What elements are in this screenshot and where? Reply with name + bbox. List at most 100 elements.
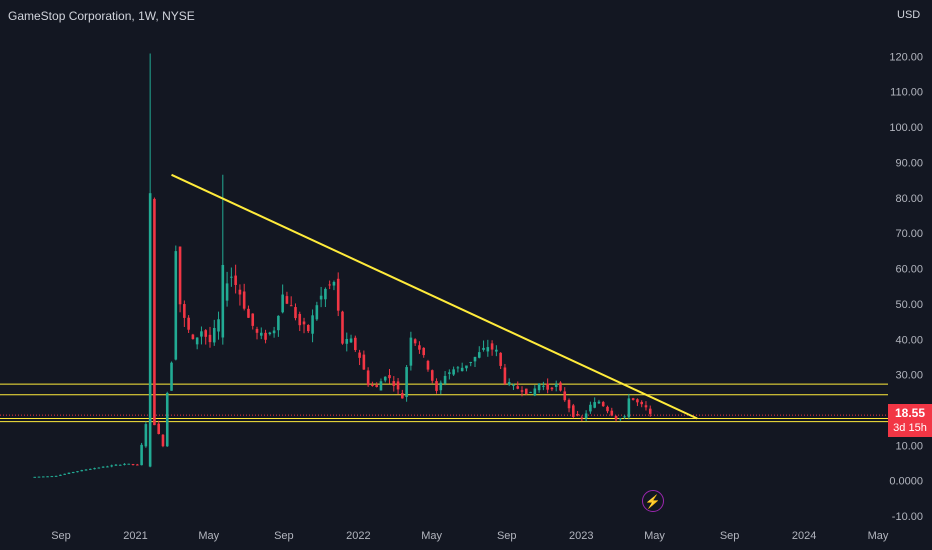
candle-body: [170, 362, 173, 391]
candle-body: [580, 417, 584, 419]
y-tick-label: -10.00: [892, 511, 923, 523]
candle-body: [200, 331, 203, 337]
candle-body: [383, 376, 387, 381]
candle-body: [328, 284, 331, 286]
candle-body: [405, 367, 408, 397]
candle-body: [345, 338, 349, 344]
x-tick-label: 2024: [792, 530, 816, 542]
candle-body: [623, 416, 626, 418]
candle-body: [546, 383, 549, 390]
x-tick-label: 2022: [346, 530, 370, 542]
candle-body: [584, 413, 588, 419]
candle-body: [362, 354, 366, 370]
candle-body: [640, 401, 643, 405]
currency-label[interactable]: USD: [897, 9, 921, 21]
candle-body: [285, 296, 289, 304]
y-tick-label: 70.00: [895, 228, 923, 240]
candle-body: [563, 391, 567, 401]
y-tick-label: 80.00: [895, 193, 923, 205]
candle-body: [93, 468, 96, 470]
candle-body: [289, 305, 293, 307]
candle-body: [80, 470, 84, 472]
candle-body: [336, 278, 340, 311]
candle-body: [533, 388, 537, 396]
candle-body: [153, 198, 156, 426]
candle-body: [89, 468, 92, 470]
candle-body: [268, 332, 272, 335]
candle-body: [559, 382, 562, 391]
candle-body: [349, 338, 353, 343]
candle-body: [477, 352, 481, 358]
lightning-bolt-icon[interactable]: ⚡: [642, 490, 664, 512]
y-tick-label: 0.0000: [889, 476, 923, 488]
candle-body: [358, 352, 361, 358]
candle-body: [144, 424, 148, 447]
candle-body: [456, 367, 460, 369]
candle-body: [272, 330, 276, 334]
candle-body: [67, 472, 71, 474]
candle-body: [486, 347, 490, 352]
candle-body: [59, 474, 62, 476]
y-tick-label: 100.00: [889, 122, 923, 134]
candle-body: [593, 402, 596, 408]
candle-body: [524, 388, 528, 394]
candle-body: [537, 383, 541, 391]
candle-body: [443, 375, 447, 384]
candle-body: [371, 384, 374, 386]
candle-body: [217, 319, 220, 332]
candle-body: [516, 386, 520, 389]
candle-body: [123, 463, 126, 465]
x-tick-label: Sep: [274, 530, 294, 542]
x-tick-label: 2021: [123, 530, 147, 542]
candle-body: [221, 264, 225, 338]
candle-body: [589, 404, 592, 412]
candle-body: [259, 332, 263, 336]
x-tick-label: Sep: [497, 530, 517, 542]
symbol-legend[interactable]: GameStop Corporation, 1W, NYSE: [8, 9, 195, 23]
candle-body: [319, 295, 323, 300]
candle-body: [354, 337, 357, 351]
candle-body: [482, 347, 485, 350]
candle-body: [499, 352, 502, 366]
descending-trendline: [171, 173, 698, 420]
candle-body: [332, 282, 336, 286]
candle-body: [392, 381, 396, 386]
candle-body: [430, 370, 434, 381]
candle-body: [448, 372, 451, 374]
candle-body: [247, 308, 250, 318]
candle-body: [631, 398, 635, 400]
candle-body: [375, 385, 378, 387]
candle-body: [554, 384, 558, 387]
y-tick-label: 50.00: [895, 299, 923, 311]
candle-body: [648, 408, 652, 414]
x-tick-label: 2023: [569, 530, 593, 542]
candle-body: [315, 305, 319, 320]
candle-body: [644, 405, 648, 408]
candle-body: [234, 275, 237, 285]
x-tick-label: May: [198, 530, 219, 542]
candle-body: [452, 369, 455, 375]
candle-body: [161, 434, 165, 447]
candle-body: [212, 327, 216, 343]
candle-body: [409, 337, 413, 366]
candle-body: [127, 463, 131, 465]
time-axis[interactable]: Sep 2021 May Sep 2022 May Sep 2023 May Sep 2024 May: [51, 530, 889, 542]
trendline[interactable]: [171, 173, 698, 420]
candle-body: [529, 391, 532, 393]
candle-body: [238, 289, 242, 295]
y-tick-label: 110.00: [890, 87, 923, 99]
candle-body: [422, 347, 426, 356]
y-tick-label: 90.00: [895, 157, 923, 169]
candle-body: [302, 321, 306, 325]
candle-body: [542, 385, 545, 387]
candle-body: [379, 381, 383, 391]
candle-body: [110, 465, 113, 467]
candle-body: [619, 418, 622, 420]
candle-body: [306, 324, 310, 332]
candle-body: [473, 356, 477, 362]
candle-body: [178, 246, 182, 305]
candle-body: [140, 444, 143, 466]
candle-body: [225, 283, 229, 301]
candle-body: [281, 294, 284, 313]
